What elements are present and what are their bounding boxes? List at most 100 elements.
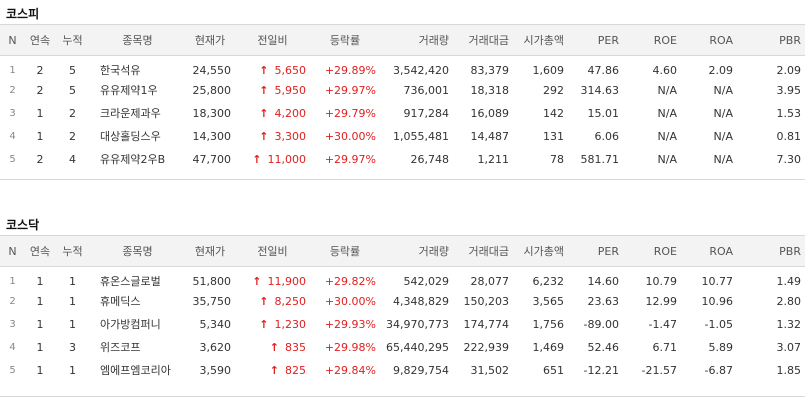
stock-name-link[interactable]: 크라운제과우 — [100, 107, 161, 120]
cumulative-count-cell: 3 — [55, 336, 90, 359]
roe-value: N/A — [657, 129, 677, 143]
trade-volume-cell: 26,748 — [380, 148, 453, 171]
per-value-cell: 52.46 — [568, 336, 623, 359]
roa-value: N/A — [713, 129, 733, 143]
market-cap: 6,232 — [532, 274, 565, 288]
row-index-cell: 5 — [0, 359, 25, 382]
consecutive-count-cell: 1 — [25, 125, 55, 148]
cumulative-count: 1 — [69, 363, 76, 377]
pbr-value-cell: 3.07 — [737, 336, 805, 359]
header-rate: 등락률 — [310, 235, 380, 267]
change-rate: +29.97% — [324, 83, 376, 97]
trade-volume: 9,829,754 — [393, 363, 449, 377]
roe-value-cell: 10.79 — [623, 267, 681, 290]
change-rate: +29.98% — [324, 340, 376, 354]
stock-name-link[interactable]: 유유제약2우B — [100, 153, 166, 166]
roa-value: 10.77 — [701, 274, 734, 288]
trade-volume: 917,284 — [403, 106, 450, 120]
stock-name-link[interactable]: 유유제약1우 — [100, 84, 158, 97]
stock-name-link[interactable]: 위즈코프 — [100, 341, 141, 354]
roa-value: N/A — [713, 83, 733, 97]
table-row: 3 1 1 아가방컴퍼니 5,340 ↑ 1,230 +29.93% 34,970,773 174… — [0, 313, 805, 336]
trade-volume: 736,001 — [403, 83, 450, 97]
price-change: 3,300 — [274, 129, 307, 143]
cumulative-count-cell: 1 — [55, 290, 90, 313]
table-row: 4 1 2 대상홀딩스우 14,300 ↑ 3,300 +30.00% 1,055,481 14,… — [0, 125, 805, 148]
header-roa: ROA — [681, 235, 737, 267]
header-cumulative: 누적 — [55, 235, 90, 267]
per-value-cell: 314.63 — [568, 79, 623, 102]
row-index: 1 — [9, 275, 16, 287]
stock-name-link[interactable]: 휴온스글로벌 — [100, 275, 161, 289]
market-cap-cell: 1,469 — [513, 336, 568, 359]
current-price: 14,300 — [192, 129, 232, 143]
roa-value-cell: N/A — [681, 125, 737, 148]
trade-volume-cell: 1,055,481 — [380, 125, 453, 148]
consecutive-count: 1 — [36, 129, 44, 143]
header-volume: 거래량 — [380, 24, 453, 56]
up-arrow-icon: ↑ — [252, 152, 262, 166]
trade-volume: 4,348,829 — [393, 294, 449, 308]
trade-amount: 222,939 — [463, 340, 510, 354]
market-cap-cell: 292 — [513, 79, 568, 102]
header-consecutive: 연속 — [25, 235, 55, 267]
per-value-cell: -12.21 — [568, 359, 623, 382]
cumulative-count-cell: 1 — [55, 359, 90, 382]
pbr-value-cell: 7.30 — [737, 148, 805, 171]
header-roe: ROE — [623, 235, 681, 267]
stock-name-link-cell: 엠에프엠코리아 — [90, 359, 185, 382]
cumulative-count-cell: 5 — [55, 79, 90, 102]
change-rate-cell: +29.89% — [310, 56, 380, 79]
market-cap-cell: 131 — [513, 125, 568, 148]
trade-volume-cell: 4,348,829 — [380, 290, 453, 313]
pbr-value: 2.09 — [776, 63, 802, 77]
table-header-row: N 연속 누적 종목명 현재가 전일비 등락률 거래량 거래대금 시가총액 PE… — [0, 235, 805, 267]
roe-value-cell: N/A — [623, 148, 681, 171]
pbr-value-cell: 1.49 — [737, 267, 805, 290]
consecutive-count-cell: 2 — [25, 148, 55, 171]
trade-volume: 34,970,773 — [386, 317, 449, 331]
price-change-cell: ↑ 3,300 — [235, 125, 310, 148]
cumulative-count: 2 — [69, 129, 76, 143]
price-change-cell: ↑ 835 — [235, 336, 310, 359]
roa-value: N/A — [713, 106, 733, 120]
pbr-value: 3.07 — [776, 340, 802, 354]
stock-name-link[interactable]: 한국석유 — [100, 64, 141, 78]
stock-name-link[interactable]: 대상홀딩스우 — [100, 130, 161, 143]
roe-value-cell: 4.60 — [623, 56, 681, 79]
stock-name-link-cell: 아가방컴퍼니 — [90, 313, 185, 336]
row-index: 2 — [9, 295, 16, 307]
current-price-cell: 24,550 — [185, 56, 235, 79]
roe-value-cell: -21.57 — [623, 359, 681, 382]
stock-name-link[interactable]: 아가방컴퍼니 — [100, 318, 161, 331]
header-volume: 거래량 — [380, 235, 453, 267]
change-rate: +29.82% — [324, 274, 376, 288]
stock-name-link[interactable]: 휴메딕스 — [100, 295, 141, 308]
market-cap: 142 — [543, 106, 564, 120]
row-index: 1 — [9, 64, 16, 76]
table-row: 2 1 1 휴메딕스 35,750 ↑ 8,250 +30.00% 4,348,829 150,2… — [0, 290, 805, 313]
market-cap-cell: 651 — [513, 359, 568, 382]
per-value-cell: 15.01 — [568, 102, 623, 125]
change-rate-cell: +30.00% — [310, 290, 380, 313]
per-value: -89.00 — [583, 317, 619, 331]
price-change: 8,250 — [274, 294, 307, 308]
change-rate: +29.97% — [324, 152, 376, 166]
market-cap-cell: 1,756 — [513, 313, 568, 336]
change-rate: +29.79% — [324, 106, 376, 120]
row-index-cell: 1 — [0, 267, 25, 290]
per-value: 47.86 — [587, 63, 620, 77]
row-index-cell: 2 — [0, 79, 25, 102]
price-change-cell: ↑ 825 — [235, 359, 310, 382]
kosdaq-section-title: 코스닥 — [6, 218, 40, 232]
table-row: 3 1 2 크라운제과우 18,300 ↑ 4,200 +29.79% 917,284 16,08… — [0, 102, 805, 125]
trade-amount: 83,379 — [470, 63, 510, 77]
roa-value-cell: N/A — [681, 79, 737, 102]
change-rate-cell: +29.93% — [310, 313, 380, 336]
table-row: 5 2 4 유유제약2우B 47,700 ↑ 11,000 +29.97% 26,748 1,21… — [0, 148, 805, 171]
stock-name-link[interactable]: 엠에프엠코리아 — [100, 364, 171, 377]
consecutive-count-cell: 2 — [25, 56, 55, 79]
roe-value: -1.47 — [648, 317, 677, 331]
price-change-cell: ↑ 5,950 — [235, 79, 310, 102]
cumulative-count: 3 — [69, 340, 76, 354]
